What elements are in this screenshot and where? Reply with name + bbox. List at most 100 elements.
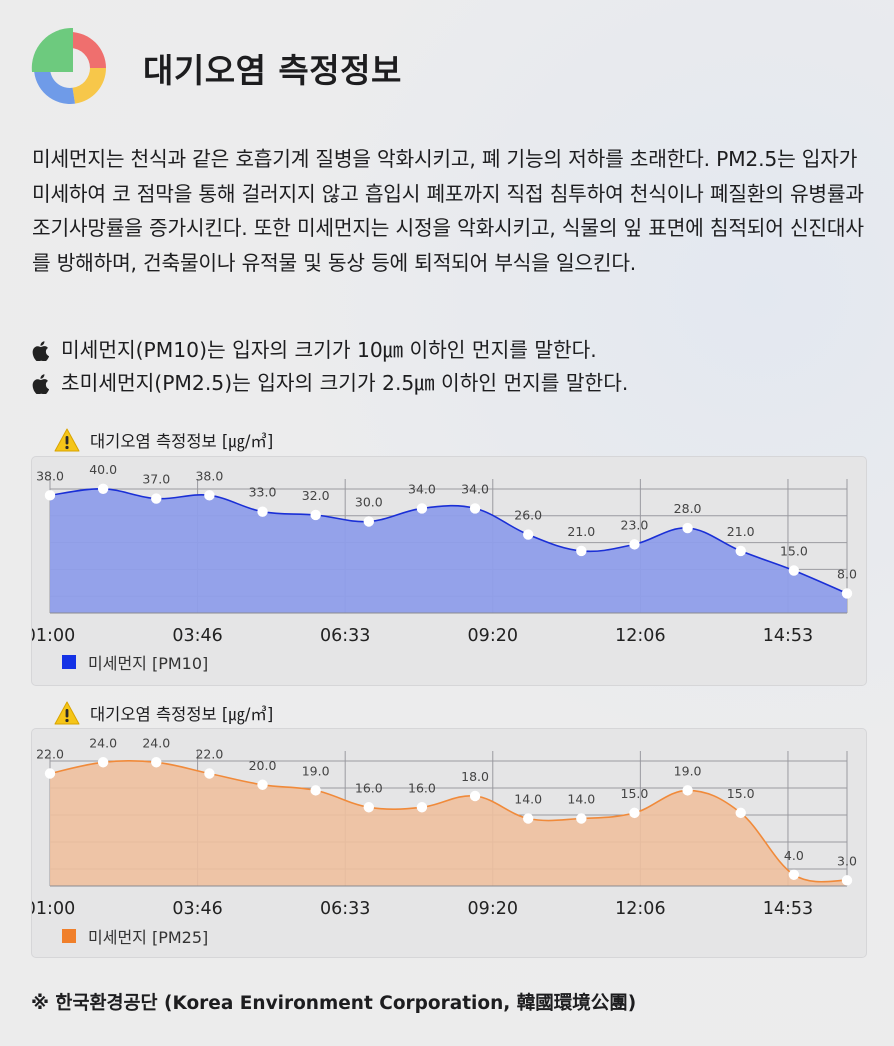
- apple-icon: [32, 373, 49, 394]
- data-label: 28.0: [674, 501, 702, 516]
- legend-label: 미세먼지 [PM25]: [88, 928, 209, 947]
- x-tick-label: 09:20: [468, 899, 518, 919]
- chart-pm10-svg: 38.0 40.0 37.0 38.0 33.0 32.0 30.0 34.0 34.0 26.0…: [32, 462, 857, 646]
- chart-title-pm10: 대기오염 측정정보 [㎍/㎥]: [54, 428, 273, 452]
- data-point[interactable]: [416, 503, 428, 514]
- x-tick-label: 01:00: [32, 899, 75, 919]
- legend-label: 미세먼지 [PM10]: [88, 654, 209, 673]
- data-point[interactable]: [629, 539, 640, 550]
- data-label: 14.0: [567, 792, 595, 807]
- data-label: 15.0: [621, 786, 649, 801]
- data-label: 15.0: [780, 544, 808, 559]
- data-point[interactable]: [469, 503, 481, 514]
- data-point[interactable]: [310, 785, 321, 796]
- data-point[interactable]: [204, 490, 215, 501]
- data-point[interactable]: [682, 522, 693, 534]
- data-label: 14.0: [514, 792, 542, 807]
- x-tick-label: 09:20: [468, 626, 518, 646]
- series-line: [49, 487, 848, 595]
- data-label: 37.0: [142, 472, 170, 487]
- description-text: 미세먼지는 천식과 같은 호흡기계 질병을 악화시키고, 폐 기능의 저하를 초…: [32, 147, 864, 275]
- legend-pm25: 미세먼지 [PM25]: [62, 924, 208, 948]
- data-point[interactable]: [151, 493, 162, 504]
- x-tick-label: 03:46: [172, 626, 222, 646]
- data-label: 3.0: [837, 853, 857, 868]
- data-point[interactable]: [469, 790, 481, 802]
- data-label: 23.0: [621, 517, 649, 532]
- data-point[interactable]: [682, 785, 693, 796]
- data-point[interactable]: [204, 768, 215, 779]
- data-point[interactable]: [841, 875, 853, 886]
- data-label: 30.0: [355, 494, 383, 509]
- x-tick-label: 01:00: [32, 626, 75, 646]
- data-label: 26.0: [514, 508, 542, 523]
- x-tick-label: 12:06: [615, 626, 665, 646]
- x-tick-label: 03:46: [172, 899, 222, 919]
- data-label: 24.0: [89, 735, 117, 750]
- data-point[interactable]: [841, 588, 853, 599]
- data-point[interactable]: [523, 813, 534, 824]
- data-point[interactable]: [363, 802, 374, 813]
- data-point[interactable]: [735, 545, 746, 557]
- data-label: 16.0: [408, 780, 436, 795]
- data-label: 19.0: [302, 763, 330, 778]
- data-label: 8.0: [837, 566, 857, 581]
- data-point[interactable]: [151, 757, 162, 768]
- data-point[interactable]: [44, 768, 56, 779]
- data-point[interactable]: [44, 490, 56, 501]
- series-line: [49, 759, 848, 883]
- data-point[interactable]: [629, 807, 640, 819]
- data-point[interactable]: [735, 807, 746, 819]
- data-point[interactable]: [576, 813, 587, 824]
- data-label: 38.0: [36, 468, 64, 483]
- data-label: 21.0: [567, 524, 595, 539]
- x-tick-label: 14:53: [763, 626, 813, 646]
- legend-swatch: [62, 655, 76, 669]
- x-tick-label: 06:33: [320, 899, 370, 919]
- pie-chart-logo-icon: [31, 28, 106, 104]
- data-label: 18.0: [461, 769, 489, 784]
- data-point[interactable]: [257, 506, 268, 517]
- warning-icon: [54, 701, 80, 725]
- warning-icon: [54, 428, 80, 452]
- data-point[interactable]: [788, 869, 800, 880]
- chart-pm10: 38.0 40.0 37.0 38.0 33.0 32.0 30.0 34.0 34.0 26.0…: [31, 456, 867, 686]
- data-point[interactable]: [97, 483, 109, 495]
- data-label: 22.0: [36, 747, 64, 762]
- chart-pm25: 22.0 24.0 24.0 22.0 20.0 19.0 16.0 16.0 18.0 14.0…: [31, 728, 867, 958]
- data-point[interactable]: [576, 545, 587, 557]
- bullet-item-pm25: 초미세먼지(PM2.5)는 입자의 크기가 2.5㎛ 이하인 먼지를 말한다.: [32, 367, 628, 400]
- x-tick-label: 12:06: [615, 899, 665, 919]
- data-point[interactable]: [310, 509, 321, 521]
- data-label: 4.0: [784, 848, 804, 863]
- legend-swatch: [62, 929, 76, 943]
- chart-title-pm25: 대기오염 측정정보 [㎍/㎥]: [54, 701, 273, 725]
- bullet-text-pm25: 초미세먼지(PM2.5)는 입자의 크기가 2.5㎛ 이하인 먼지를 말한다.: [61, 371, 629, 395]
- data-point[interactable]: [788, 565, 800, 576]
- source-footer: ※ 한국환경공단 (Korea Environment Corporation,…: [31, 993, 637, 1014]
- apple-icon: [32, 340, 49, 361]
- data-label: 19.0: [674, 763, 702, 778]
- series-area: [50, 488, 847, 613]
- data-label: 32.0: [302, 488, 330, 503]
- data-label: 34.0: [461, 481, 489, 496]
- bullet-list: 미세먼지(PM10)는 입자의 크기가 10㎛ 이하인 먼지를 말한다. 초미세…: [32, 334, 628, 400]
- data-point[interactable]: [523, 529, 534, 540]
- page-title: 대기오염 측정정보: [143, 51, 402, 90]
- data-point[interactable]: [363, 516, 374, 527]
- data-label: 21.0: [727, 524, 755, 539]
- data-point[interactable]: [416, 802, 428, 813]
- data-label: 20.0: [249, 758, 277, 773]
- x-tick-label: 06:33: [320, 626, 370, 646]
- x-tick-label: 14:53: [763, 899, 813, 919]
- data-label: 15.0: [727, 786, 755, 801]
- data-label: 40.0: [89, 462, 117, 477]
- data-point[interactable]: [257, 779, 268, 790]
- series-area: [50, 760, 847, 886]
- data-label: 38.0: [195, 468, 223, 483]
- data-label: 34.0: [408, 481, 436, 496]
- data-point[interactable]: [97, 757, 109, 768]
- chart-pm25-svg: 22.0 24.0 24.0 22.0 20.0 19.0 16.0 16.0 18.0 14.0…: [32, 735, 857, 919]
- data-label: 33.0: [249, 485, 277, 500]
- chart-title-text: 대기오염 측정정보 [㎍/㎥]: [90, 705, 274, 724]
